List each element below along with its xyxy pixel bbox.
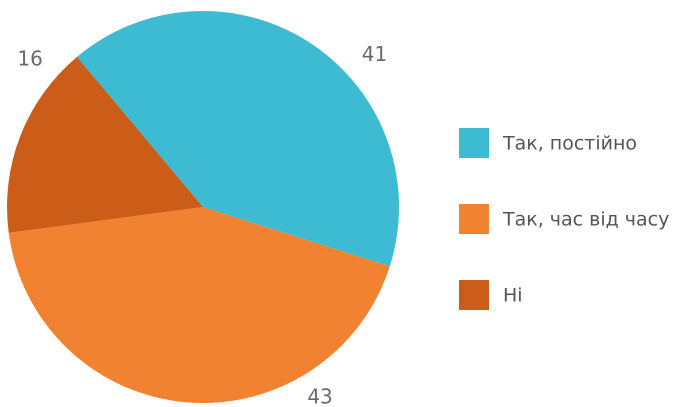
legend-label: Ні (503, 285, 523, 307)
legend-swatch (459, 204, 489, 234)
pie-slice (7, 56, 204, 233)
legend-label: Так, час від часу (502, 209, 669, 231)
legend-swatch (459, 280, 489, 310)
value-label: 16 (17, 46, 42, 70)
value-label: 41 (362, 42, 387, 66)
legend-swatch (459, 128, 489, 158)
pie-slice (8, 207, 390, 403)
legend-label: Так, постійно (502, 133, 637, 155)
pie-slice (77, 11, 400, 267)
value-label: 43 (307, 384, 332, 407)
